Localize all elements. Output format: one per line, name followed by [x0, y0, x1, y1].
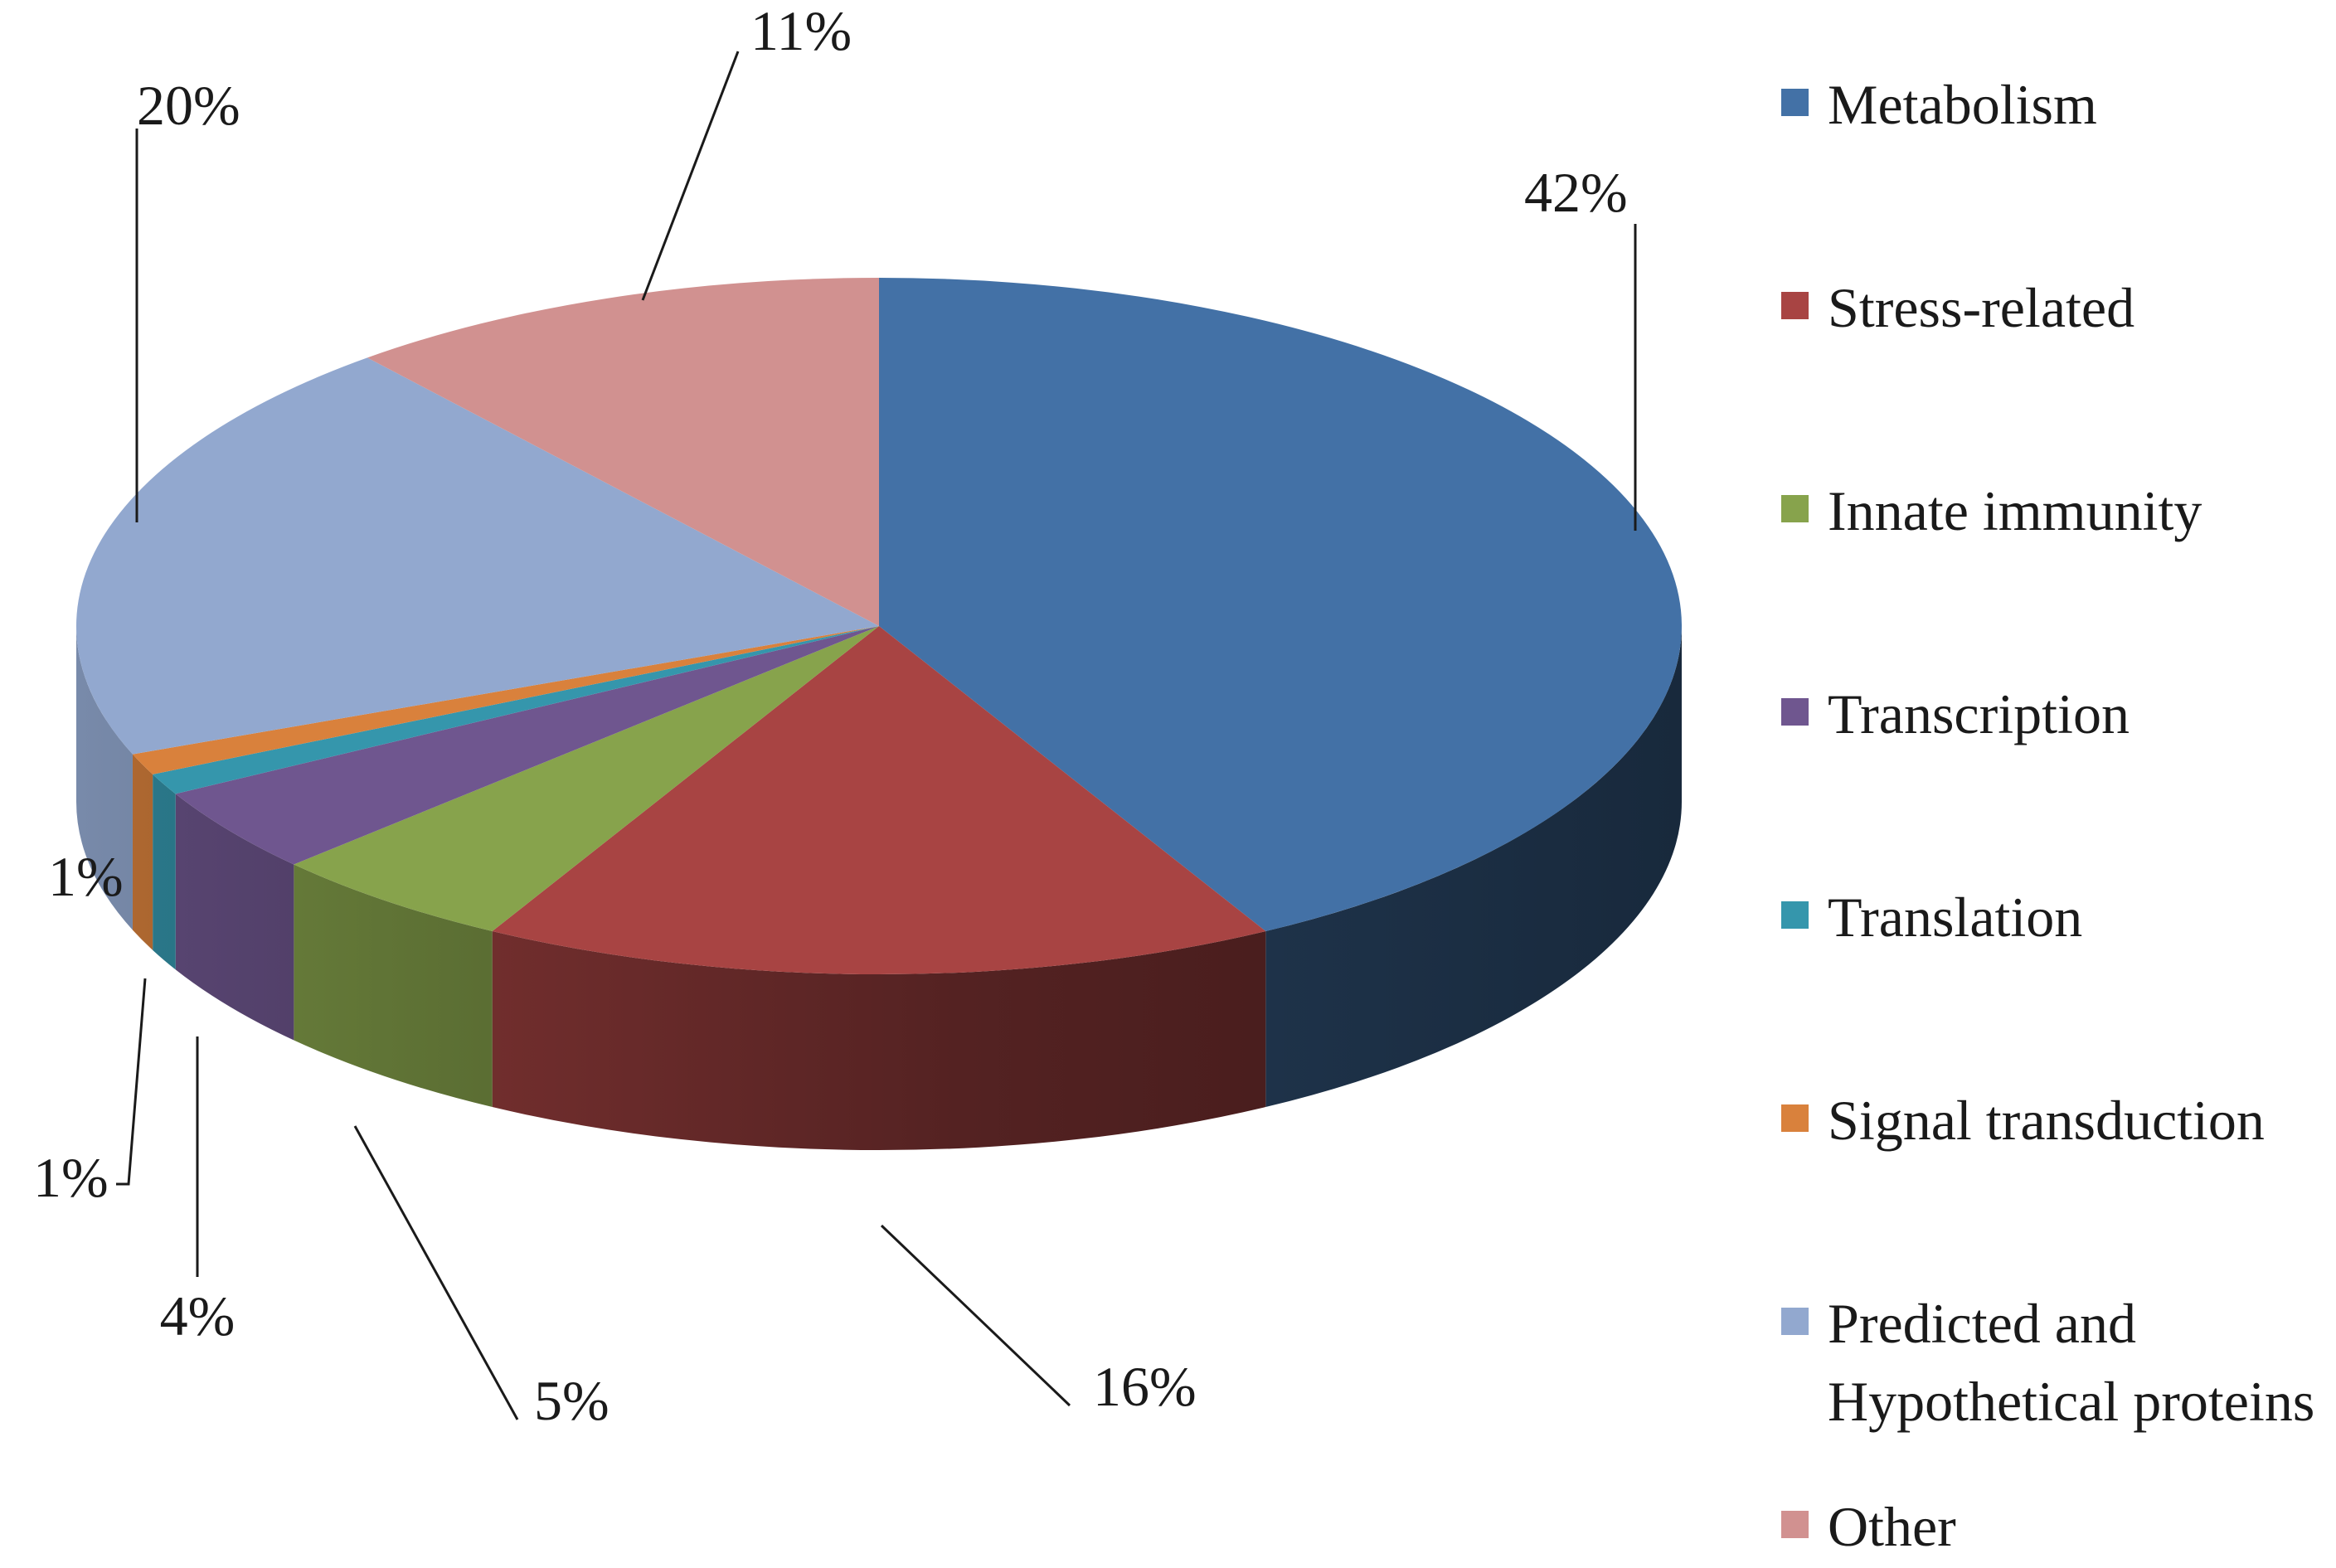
legend-item-translation: Translation [1781, 886, 2082, 949]
pie-slice-other [367, 278, 879, 626]
leader-line-stress-related [880, 1224, 1071, 1407]
legend-swatch [1781, 1511, 1809, 1538]
legend-label-line2: Hypothetical proteins [1828, 1370, 2314, 1433]
pie-side-innate-immunity [294, 864, 493, 1108]
data-label-innate-immunity: 5% [534, 1369, 609, 1432]
data-label-signal-transduction: 1% [33, 1146, 109, 1209]
data-label-metabolism: 42% [1524, 161, 1628, 224]
pie-slice-metabolism [879, 278, 1682, 932]
legend-item-innate-immunity: Innate immunity [1781, 479, 2202, 542]
legend-label: Innate immunity [1828, 479, 2202, 542]
leader-lines [116, 51, 1637, 1420]
legend: Metabolism Stress-related Innate immunity T… [1781, 73, 2314, 1558]
legend-label: Metabolism [1828, 73, 2097, 136]
legend-swatch [1781, 89, 1809, 116]
data-label-transcription: 4% [160, 1284, 236, 1347]
legend-swatch [1781, 495, 1809, 522]
legend-swatch [1781, 698, 1809, 726]
legend-label: Signal transduction [1828, 1089, 2265, 1152]
data-label-stress-related: 16% [1093, 1355, 1197, 1418]
pie-side-predicted-and-hypothetical-proteins [76, 626, 133, 930]
pie-side-stress-related [492, 931, 1266, 1150]
legend-label: Translation [1828, 886, 2082, 949]
pie-slice-innate-immunity [294, 626, 879, 932]
pie-sides [76, 626, 1682, 1150]
pie-slice-signal-transduction [132, 626, 879, 774]
legend-item-stress-related: Stress-related [1781, 276, 2134, 339]
pie-tops [75, 278, 1682, 974]
legend-swatch [1781, 1104, 1809, 1132]
data-label-other: 11% [750, 0, 852, 62]
pie-side-transcription [175, 794, 294, 1041]
pie-side-translation [153, 774, 176, 970]
pie-side-metabolism [1265, 626, 1682, 1108]
legend-item-other: Other [1781, 1495, 1956, 1558]
legend-swatch [1781, 1308, 1809, 1335]
legend-label: Predicted and [1828, 1292, 2136, 1355]
legend-label: Stress-related [1828, 276, 2134, 339]
legend-swatch [1781, 901, 1809, 929]
legend-item-predicted-and: Predicted and Hypothetical proteins [1781, 1292, 2314, 1433]
legend-item-transcription: Transcription [1781, 682, 2130, 745]
pie-side-signal-transduction [132, 754, 153, 950]
pie-slice-predicted-and-hypothetical-proteins [75, 357, 879, 755]
leader-line-signal-transduction [116, 978, 147, 1186]
leader-line-other [641, 51, 740, 301]
data-label-predicted-and-hypothetical-proteins: 20% [137, 74, 240, 137]
legend-label: Transcription [1828, 682, 2130, 745]
legend-label: Other [1828, 1495, 1956, 1558]
pie-slice-transcription [175, 626, 880, 865]
data-labels: 42% 16% 5% 4% 1% 1% 20% 11% [33, 0, 1628, 1432]
data-label-translation: 1% [48, 845, 124, 908]
pie-slice-translation [153, 626, 879, 794]
legend-swatch [1781, 292, 1809, 319]
leader-line-innate-immunity [353, 1125, 519, 1420]
legend-item-metabolism: Metabolism [1781, 73, 2097, 136]
legend-item-signal-transduction: Signal transduction [1781, 1089, 2265, 1152]
pie-slice-stress-related [492, 626, 1266, 974]
